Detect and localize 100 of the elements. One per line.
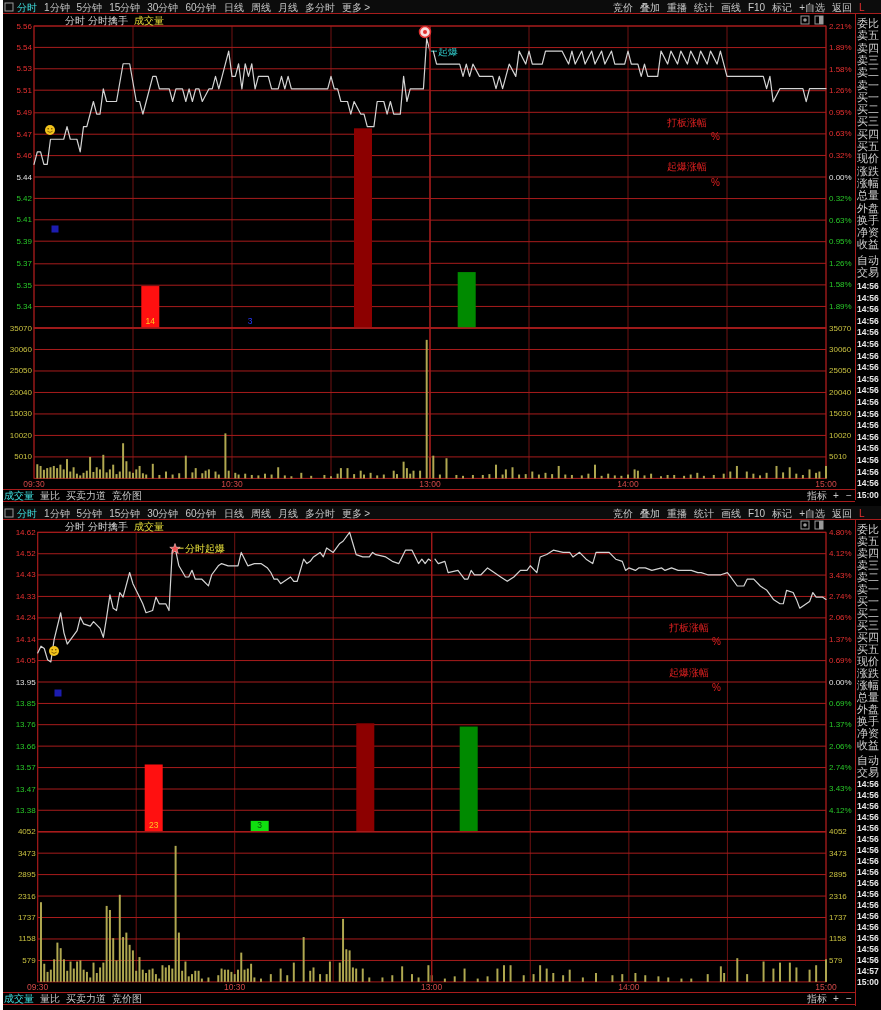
annotation: 起爆涨幅 bbox=[669, 666, 709, 678]
text: 净资 bbox=[857, 727, 879, 739]
y-tick-label: 1.58% bbox=[829, 280, 852, 290]
y-tick-label: 20040 bbox=[829, 387, 852, 397]
x-tick-label: 14:00 bbox=[618, 982, 640, 993]
text: +自选 bbox=[799, 1, 825, 13]
text: 换手 bbox=[857, 213, 879, 226]
y-tick-label: 1.37% bbox=[829, 634, 852, 644]
text: 收益 bbox=[857, 739, 879, 751]
text: 卖二 bbox=[857, 571, 879, 583]
y-tick-label: 1158 bbox=[829, 934, 847, 944]
y-tick-label: 30060 bbox=[829, 344, 852, 354]
text: 更多 > bbox=[341, 1, 371, 13]
text: 14:56 bbox=[857, 466, 880, 477]
text: 竞价 bbox=[612, 1, 633, 13]
text: 14:56 bbox=[857, 362, 880, 373]
text: 现价 bbox=[857, 152, 879, 165]
annotation: 3 bbox=[257, 819, 263, 830]
y-tick-label: 4.80% bbox=[829, 527, 852, 537]
text: 委比 bbox=[857, 17, 879, 29]
y-tick-label: 0.32% bbox=[829, 150, 852, 160]
text: 指标 bbox=[806, 993, 827, 1004]
y-tick-label: 5.54 bbox=[16, 42, 33, 52]
text: 14:56 bbox=[857, 431, 880, 442]
annotation: 分时起爆 bbox=[184, 542, 225, 554]
y-tick-label: 35070 bbox=[829, 323, 852, 333]
text: 日线 bbox=[223, 1, 244, 13]
text: 买四 bbox=[857, 127, 879, 140]
y-tick-label: 1.89% bbox=[829, 43, 852, 53]
y-tick-label: 2316 bbox=[829, 891, 848, 901]
text: 总量 bbox=[856, 691, 879, 703]
text: 买一 bbox=[857, 90, 879, 103]
text: 14:56 bbox=[857, 877, 880, 888]
y-tick-label: 14.62 bbox=[15, 527, 37, 537]
text: 重播 bbox=[666, 507, 687, 519]
y-tick-label: 15030 bbox=[829, 409, 852, 419]
y-tick-label: 5.41 bbox=[16, 215, 33, 225]
y-tick-label: 4052 bbox=[17, 827, 37, 837]
text: 14:56 bbox=[857, 844, 880, 855]
text: 30分钟 bbox=[147, 1, 179, 13]
y-tick-label: 0.69% bbox=[829, 698, 852, 708]
text: 自动 bbox=[857, 754, 879, 766]
annotation: % bbox=[712, 681, 721, 693]
y-tick-label: 13.95 bbox=[15, 677, 37, 687]
text: 15分钟 bbox=[109, 507, 141, 519]
text: 14:56 bbox=[857, 954, 880, 965]
y-tick-label: 1.58% bbox=[829, 64, 852, 74]
y-tick-label: 3473 bbox=[17, 848, 37, 858]
annotation: 14 bbox=[145, 316, 156, 326]
text: 周线 bbox=[250, 1, 271, 13]
text: 涨幅 bbox=[857, 176, 879, 189]
y-tick-label: 13.57 bbox=[15, 763, 37, 773]
text: 14:56 bbox=[857, 327, 880, 338]
annotation: % bbox=[711, 130, 720, 142]
text: 净资 bbox=[857, 226, 879, 239]
text: 自动 bbox=[857, 253, 879, 266]
text: +自选 bbox=[799, 507, 825, 519]
text: 成交量 bbox=[4, 490, 34, 501]
x-tick-label: 13:00 bbox=[419, 478, 441, 489]
y-tick-label: 5.46 bbox=[16, 151, 33, 161]
text: 卖四 bbox=[857, 547, 879, 559]
y-tick-label: 0.63% bbox=[829, 215, 852, 225]
annotation: % bbox=[712, 635, 721, 647]
y-tick-label: 0.69% bbox=[829, 656, 852, 666]
text: 1分钟 bbox=[44, 507, 70, 519]
text: 涨跌 bbox=[857, 164, 879, 177]
text: 返回 bbox=[832, 507, 852, 519]
text: 叠加 bbox=[639, 1, 660, 13]
annotation: 起爆 bbox=[438, 45, 458, 57]
y-tick-label: 1737 bbox=[829, 913, 848, 923]
text: 外盘 bbox=[857, 201, 879, 214]
y-tick-label: 5.34 bbox=[16, 302, 33, 312]
x-tick-label: 10:30 bbox=[221, 478, 243, 489]
text: 14:56 bbox=[857, 478, 880, 489]
y-tick-label: 2316 bbox=[17, 891, 37, 901]
y-tick-label: 5.42 bbox=[16, 193, 33, 203]
text: 卖三 bbox=[857, 559, 879, 571]
y-tick-label: 1737 bbox=[17, 913, 37, 923]
text: 买二 bbox=[857, 103, 879, 116]
y-tick-label: 14.33 bbox=[15, 591, 37, 601]
y-tick-label: 2.74% bbox=[829, 591, 852, 601]
y-tick-label: 0.00% bbox=[829, 172, 852, 182]
text: 14:56 bbox=[857, 350, 880, 361]
text: 卖五 bbox=[857, 29, 879, 42]
x-tick-label: 13:00 bbox=[421, 982, 443, 993]
text: 14:56 bbox=[857, 866, 880, 877]
y-tick-label: 5010 bbox=[14, 452, 33, 462]
y-tick-label: 5.53 bbox=[16, 64, 33, 74]
x-tick-label: 10:30 bbox=[224, 982, 246, 993]
y-tick-label: 5.37 bbox=[16, 259, 33, 269]
text: 量比 bbox=[40, 993, 60, 1004]
y-tick-label: 15030 bbox=[9, 409, 33, 419]
y-tick-label: 2.06% bbox=[829, 613, 852, 623]
text: L bbox=[859, 507, 865, 519]
text: 周线 bbox=[250, 507, 271, 519]
text: 卖四 bbox=[857, 41, 879, 54]
text: 14:57 bbox=[857, 965, 880, 976]
text: 成交量 bbox=[134, 520, 164, 532]
text: 14:56 bbox=[857, 385, 880, 396]
text: 卖二 bbox=[857, 66, 879, 79]
